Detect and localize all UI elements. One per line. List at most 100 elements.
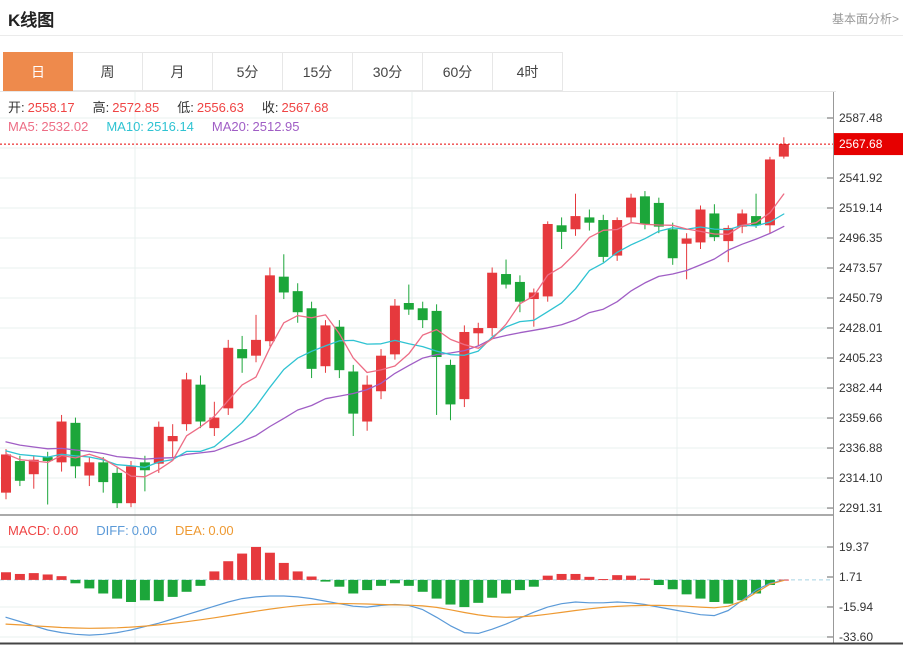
macd-bar xyxy=(459,579,470,608)
ma5-value: 2532.02 xyxy=(41,119,89,134)
candle-body xyxy=(556,225,567,232)
macd-bar xyxy=(181,579,192,592)
candle-body xyxy=(431,310,442,357)
macd-bar xyxy=(709,579,720,602)
macd-row: MACD: 0.00 DIFF: 0.00 DEA: 0.00 xyxy=(8,523,237,538)
macd-bar xyxy=(681,579,692,595)
candle-body xyxy=(445,364,456,405)
diff-line xyxy=(5,579,785,636)
candle-body xyxy=(584,217,595,223)
macd-bar xyxy=(376,579,387,586)
candle-body xyxy=(417,308,428,321)
macd-bar xyxy=(528,579,539,587)
candle-body xyxy=(42,457,53,462)
ohlc-row: 开: 2558.17 高: 2572.85 低: 2556.63 收: 2567.68 xyxy=(8,97,332,116)
macd-axis-label: -33.60 xyxy=(839,630,873,644)
y-axis-label: 2291.31 xyxy=(839,501,883,515)
y-axis-label: 2314.10 xyxy=(839,471,883,485)
tab-5[interactable]: 30分 xyxy=(353,52,423,91)
ma10-label: MA10: xyxy=(106,119,144,134)
macd-bar xyxy=(223,561,234,580)
ma10-value: 2516.14 xyxy=(146,119,194,134)
macd-bar xyxy=(348,579,359,594)
y-axis-label: 2359.66 xyxy=(839,411,883,425)
macd-bar xyxy=(487,579,498,598)
macd-bar xyxy=(1,572,11,580)
candle-body xyxy=(362,384,373,422)
tab-3[interactable]: 5分 xyxy=(213,52,283,91)
macd-bar xyxy=(334,579,345,587)
y-axis-label: 2405.23 xyxy=(839,351,883,365)
tab-6[interactable]: 60分 xyxy=(423,52,493,91)
macd-bar xyxy=(70,579,81,584)
macd-axis-label: 19.37 xyxy=(839,540,869,554)
ma20-value: 2512.95 xyxy=(252,119,300,134)
candle-body xyxy=(778,144,789,157)
macd-bar xyxy=(598,579,609,581)
ma5-label: MA5: xyxy=(8,119,39,134)
candle-body xyxy=(112,472,123,504)
kline-chart[interactable]: 2587.48 2541.92 2519.14 2496.35 2473.57 2450.… xyxy=(0,92,903,650)
dea-label: DEA: xyxy=(175,523,206,538)
candle-body xyxy=(306,308,317,369)
candle-body xyxy=(237,349,248,359)
macd-bar xyxy=(112,579,123,599)
y-axis-label: 2496.35 xyxy=(839,231,883,245)
candle-body xyxy=(167,436,178,442)
macd-bar xyxy=(584,576,595,580)
tab-2[interactable]: 月 xyxy=(143,52,213,91)
macd-axis-label: -15.94 xyxy=(839,600,873,614)
dea-value: 0.00 xyxy=(208,523,234,538)
candle-body xyxy=(251,339,262,356)
macd-bar xyxy=(28,573,39,580)
price-marker-value: 2567.68 xyxy=(839,137,883,151)
tab-4[interactable]: 15分 xyxy=(283,52,353,91)
candle-body xyxy=(751,216,762,226)
candle-body xyxy=(501,274,512,285)
macd-bar xyxy=(514,579,525,591)
diff-label: DIFF: xyxy=(96,523,129,538)
ma20-line xyxy=(5,225,785,460)
period-tabs: 日周月 5分 15分 30分 60分 4时 xyxy=(3,52,563,91)
low-value: 2556.63 xyxy=(196,100,244,115)
candle-body xyxy=(639,196,650,224)
macd-axis-label: 1.71 xyxy=(839,570,863,584)
tab-7[interactable]: 4时 xyxy=(493,52,563,91)
macd-bar xyxy=(292,571,303,580)
y-axis-label: 2336.88 xyxy=(839,441,883,455)
candle-body xyxy=(98,462,109,483)
candle-body xyxy=(667,229,678,259)
fundamental-analysis-link[interactable]: 基本面分析> xyxy=(831,12,899,26)
macd-bar xyxy=(751,579,762,594)
dea-line xyxy=(5,579,785,629)
macd-bar xyxy=(403,579,414,586)
candle-body xyxy=(209,417,220,429)
macd-bar xyxy=(639,578,650,580)
close-label: 收: xyxy=(261,100,279,115)
macd-value: 0.00 xyxy=(52,523,79,538)
tab-1[interactable]: 周 xyxy=(73,52,143,91)
candle-body xyxy=(514,281,525,302)
candle-body xyxy=(709,213,720,238)
candle-body xyxy=(376,355,387,392)
candle-body xyxy=(473,328,484,334)
candle-body xyxy=(70,422,81,467)
candle-body xyxy=(264,275,275,342)
macd-bar xyxy=(723,579,734,604)
tab-0[interactable]: 日 xyxy=(3,52,73,91)
macd-bar xyxy=(251,546,262,580)
open-label: 开: xyxy=(8,100,25,115)
macd-bar xyxy=(501,579,512,594)
y-axis-label: 2587.48 xyxy=(839,111,883,125)
candle-body xyxy=(612,220,623,256)
candle-body xyxy=(28,459,39,475)
macd-bar xyxy=(237,553,248,580)
y-axis-label: 2428.01 xyxy=(839,321,883,335)
candle-body xyxy=(487,272,498,329)
macd-bar xyxy=(389,579,400,584)
macd-bar xyxy=(126,579,137,602)
macd-bar xyxy=(417,579,428,592)
candle-body xyxy=(737,213,748,227)
high-value: 2572.85 xyxy=(112,100,160,115)
